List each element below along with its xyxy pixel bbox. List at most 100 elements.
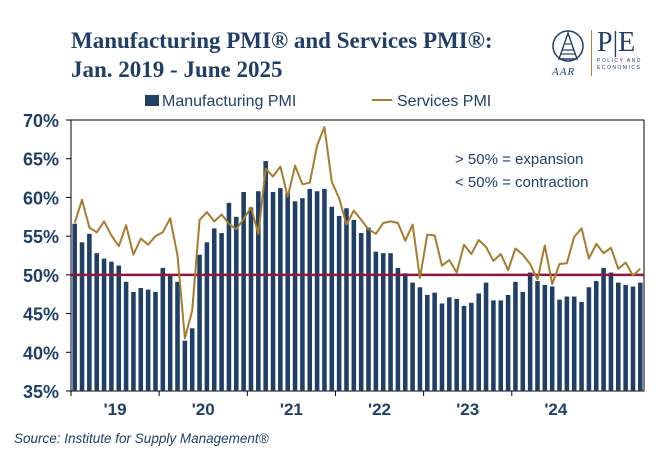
aar-logo-text: AAR bbox=[552, 66, 576, 78]
manufacturing-bar bbox=[358, 233, 364, 391]
y-tick-label: 45% bbox=[23, 305, 59, 325]
manufacturing-bar bbox=[314, 191, 320, 391]
manufacturing-bar bbox=[469, 302, 474, 391]
manufacturing-bar bbox=[616, 282, 621, 391]
x-tick-label: '21 bbox=[280, 400, 303, 419]
manufacturing-bar bbox=[234, 216, 239, 391]
manufacturing-bar bbox=[145, 289, 151, 391]
manufacturing-bar bbox=[520, 291, 526, 391]
x-tick-label: '20 bbox=[192, 400, 215, 419]
manufacturing-bar bbox=[270, 192, 276, 391]
manufacturing-bar bbox=[454, 298, 459, 391]
manufacturing-bar bbox=[226, 202, 232, 391]
annotation-contraction: < 50% = contraction bbox=[455, 174, 588, 191]
manufacturing-bar bbox=[402, 273, 408, 391]
manufacturing-bar bbox=[505, 294, 511, 391]
manufacturing-bar bbox=[94, 253, 99, 391]
manufacturing-bar bbox=[300, 198, 305, 391]
manufacturing-bar bbox=[579, 301, 584, 391]
manufacturing-bar bbox=[248, 207, 254, 391]
manufacturing-bar bbox=[593, 281, 599, 391]
manufacturing-bar bbox=[189, 328, 195, 391]
manufacturing-bar bbox=[336, 216, 342, 391]
services-line-group bbox=[73, 126, 641, 340]
pe-logo-subtext: POLICY AND ECONOMICS bbox=[597, 58, 642, 71]
manufacturing-bar bbox=[601, 267, 606, 391]
manufacturing-bar bbox=[432, 292, 437, 391]
x-tick-label: '19 bbox=[104, 400, 127, 419]
manufacturing-bar bbox=[630, 286, 636, 391]
manufacturing-bar bbox=[123, 281, 129, 391]
legend-label-services: Services PMI bbox=[397, 93, 491, 110]
manufacturing-bar bbox=[439, 303, 445, 391]
services-line bbox=[73, 126, 641, 340]
manufacturing-bar bbox=[395, 267, 401, 391]
manufacturing-bar bbox=[87, 233, 92, 391]
manufacturing-bar bbox=[608, 272, 614, 391]
manufacturing-bar bbox=[79, 242, 85, 391]
y-tick-label: 50% bbox=[23, 266, 59, 286]
annotation-expansion: > 50% = expansion bbox=[455, 151, 583, 168]
y-tick-label: 60% bbox=[23, 188, 59, 208]
manufacturing-bar bbox=[322, 188, 327, 391]
manufacturing-bar bbox=[138, 288, 144, 391]
chart-annotations: > 50% = expansion < 50% = contraction bbox=[455, 151, 588, 191]
y-tick-label: 55% bbox=[23, 227, 59, 247]
plot-frame bbox=[70, 119, 645, 392]
manufacturing-bar bbox=[623, 284, 628, 391]
x-tick-label: '23 bbox=[456, 400, 479, 419]
source-note: Source: Institute for Supply Management® bbox=[14, 431, 269, 446]
chart-axes: 35% 40% 45% 50% 55% 60% 65% 70% '19 '20 '21 '22 '23 '… bbox=[23, 111, 645, 419]
aar-logo-icon bbox=[552, 30, 584, 62]
manufacturing-bar bbox=[586, 287, 592, 391]
manufacturing-bar bbox=[527, 272, 533, 391]
manufacturing-bar bbox=[366, 227, 371, 391]
manufacturing-bar bbox=[513, 281, 518, 391]
manufacturing-bar bbox=[476, 293, 481, 391]
manufacturing-bar bbox=[380, 253, 386, 391]
manufacturing-bar bbox=[425, 294, 430, 391]
manufacturing-bar bbox=[307, 188, 313, 391]
manufacturing-bar bbox=[72, 223, 77, 391]
manufacturing-bar bbox=[182, 340, 188, 391]
manufacturing-bar bbox=[160, 267, 166, 391]
manufacturing-bar bbox=[461, 305, 467, 391]
manufacturing-bar bbox=[109, 261, 114, 391]
manufacturing-bars bbox=[72, 161, 643, 391]
manufacturing-bar bbox=[167, 274, 173, 391]
manufacturing-bar bbox=[241, 192, 246, 391]
manufacturing-bar bbox=[292, 201, 298, 391]
manufacturing-bar bbox=[498, 300, 504, 391]
manufacturing-bar bbox=[131, 291, 136, 391]
manufacturing-bar bbox=[116, 265, 122, 391]
manufacturing-bar bbox=[447, 297, 452, 391]
manufacturing-bar bbox=[483, 282, 489, 391]
manufacturing-bar bbox=[153, 291, 158, 391]
manufacturing-bar bbox=[564, 296, 570, 391]
manufacturing-bar bbox=[535, 281, 540, 391]
y-tick-label: 35% bbox=[23, 382, 59, 402]
manufacturing-bar bbox=[285, 192, 290, 391]
chart-legend: Manufacturing PMI Services PMI bbox=[145, 93, 491, 110]
manufacturing-bar bbox=[329, 206, 335, 391]
manufacturing-bar bbox=[638, 282, 643, 391]
manufacturing-bar bbox=[373, 251, 379, 391]
manufacturing-bar bbox=[175, 281, 180, 391]
aar-pe-logo: AAR P|E POLICY AND ECONOMICS bbox=[548, 28, 650, 80]
legend-label-manufacturing: Manufacturing PMI bbox=[162, 93, 296, 110]
logo-divider bbox=[591, 30, 592, 76]
manufacturing-bar bbox=[344, 208, 349, 391]
y-tick-label: 70% bbox=[23, 111, 59, 131]
y-tick-label: 65% bbox=[23, 150, 59, 170]
chart-title: Manufacturing PMI® and Services PMI®: Ja… bbox=[71, 28, 493, 82]
manufacturing-bar bbox=[417, 287, 423, 391]
manufacturing-bar bbox=[219, 233, 224, 391]
manufacturing-bar bbox=[557, 299, 562, 391]
manufacturing-bar bbox=[351, 219, 357, 391]
x-tick-label: '24 bbox=[544, 400, 567, 419]
x-tick-label: '22 bbox=[368, 400, 391, 419]
manufacturing-bar bbox=[410, 282, 415, 391]
pe-logo-text: P|E bbox=[597, 27, 636, 58]
manufacturing-bar bbox=[204, 242, 210, 391]
manufacturing-bar bbox=[549, 286, 555, 391]
